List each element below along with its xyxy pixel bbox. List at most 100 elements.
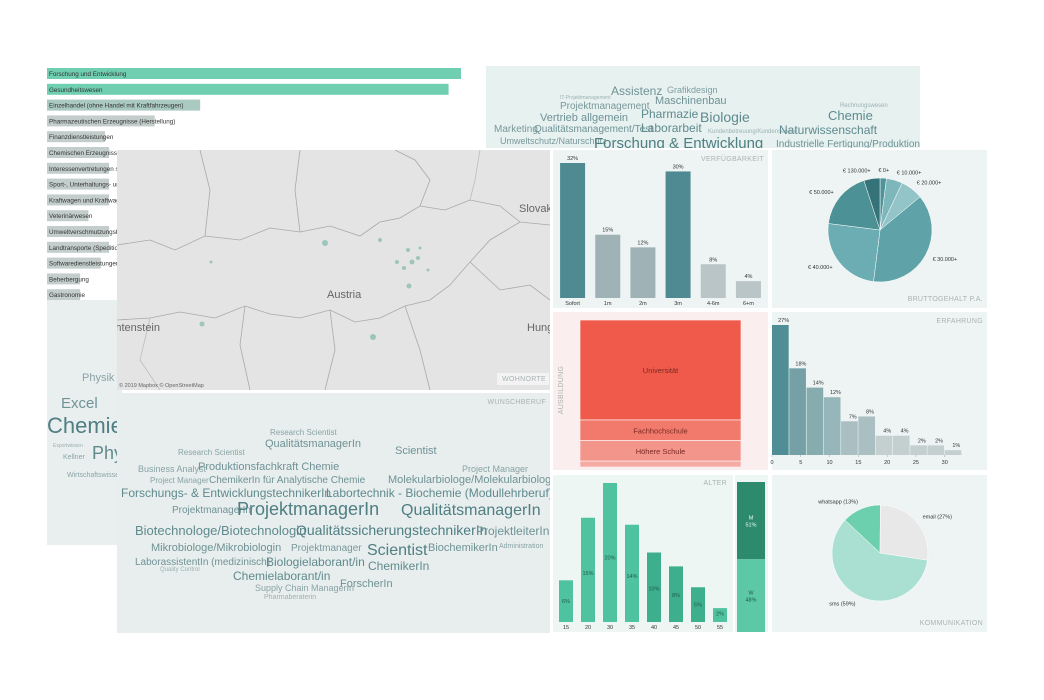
value-label: 10% [648,587,659,593]
x-tick-label: 35 [629,625,635,631]
value-label: 14% [626,574,637,580]
hist-bar [841,421,858,455]
slice-label: whatsapp (13%) [817,500,858,506]
cloud-word: Chemie [828,108,873,123]
panel-bg [553,150,768,308]
cloud-word: Biologielaborant/in [266,555,365,569]
x-tick-label: 40 [651,625,657,631]
cloud-word: Naturwissenschaft [779,123,878,137]
bar-label: Veterinärwesen [49,213,93,220]
hist-bar [806,387,824,455]
map-label: Liechtenstein [95,322,160,334]
cloud-word: Physik [82,372,115,384]
border [324,309,336,390]
location-dot [416,256,420,260]
x-tick-label: 6+m [743,301,754,307]
bar [560,163,586,298]
bar-label: Beherbergung [49,276,89,283]
cloud-word: Mikrobiologe/Mikrobiologin [151,542,281,554]
bar [713,608,727,622]
cloud-word: LaborassistentIn (medizinisch) [135,557,270,568]
border [139,317,161,390]
cloud-word: ForscherIn [340,578,393,590]
value-label: 15% [582,571,593,577]
location-dot [395,260,399,264]
cloud-word: ChemikerIn [368,559,429,573]
border [394,150,431,207]
cloud-word: ProjektmanagerIn [172,505,251,516]
location-dot [406,248,410,252]
education-panel: AUSBILDUNG Universität Fachhochschule Höher… [553,312,768,470]
tree-cell [579,460,742,468]
bar-label: Landtransporte (Spedition) [49,245,124,252]
cloud-word: Laborarbeit [641,121,702,135]
bar-label: Interessenvertretungen sowie Vereine [49,166,155,173]
x-tick-label: 20 [884,460,890,466]
x-tick-label: 30 [942,460,948,466]
bar [47,210,89,222]
slice-label: € 40.000+ [808,265,833,271]
cloud-word: Physik [92,443,146,463]
panel-title: KOMMUNIKATION [920,620,983,627]
age-panel: ALTER 6% 15 15% 20 20% 30 14% 35 10% 40 8% 45 5% 50 2% 5… [553,475,733,632]
border [469,150,481,201]
value-label: 2% [918,438,926,444]
value-label: 8% [709,257,717,263]
location-dot [426,268,430,272]
x-tick-label: 55 [717,625,723,631]
bar-label: Gesundheitswesen [49,87,103,94]
panel-bg [486,66,920,148]
value-label: 2% [716,612,724,618]
pie-slice [828,180,881,231]
cloud-word: Vertrieb allgemein [540,112,628,124]
bar [47,273,81,285]
x-tick-label: 2m [639,301,647,307]
cloud-word: Business Analyst [138,464,207,474]
panel-title: VERFÜGBARKEIT [701,155,764,163]
x-tick-label: 15 [855,460,861,466]
bar [691,587,705,622]
value-label: 48% [745,598,756,604]
panel-title: WUNSCHBERUF [487,399,546,406]
bar-label: Softwaredienstleistungen [49,261,120,268]
map-panel: Austria Slovakia Hungary Liechtenstein © 201… [95,150,550,390]
hist-bar [858,416,876,455]
x-tick-label: 15 [563,625,569,631]
cloud-word: Excel [61,395,98,412]
cell-label: Universität [643,366,679,375]
cloud-word: Industrielle Fertigung/Produktion [776,139,920,150]
hist-bar [772,325,789,455]
x-tick-label: 20 [585,625,591,631]
title-bg [497,373,549,385]
slice-label: € 20.000+ [917,181,942,187]
location-dot [378,238,382,242]
cloud-word: Quality Control [160,567,200,573]
value-label: 5% [694,602,702,608]
x-tick-label: 30 [607,625,613,631]
map-label: Austria [327,289,362,301]
cloud-word: Supply Chain ManagerIn [255,583,354,593]
slice-label: € 30.000+ [933,257,958,263]
cloud-word: ProjektleiterIn [476,524,549,538]
value-label: 7% [849,414,857,420]
segment-label: W [748,591,754,597]
cloud-word: IT-Projektmanagement [560,95,611,101]
cloud-word: Assistenz [611,84,662,98]
bar [735,281,761,298]
cloud-word: QualitätsmanagerIn [265,438,361,450]
slice-label: € 130.000+ [843,169,871,175]
cloud-word: QualitätssicherungstechnikerIn [296,522,487,538]
panel-title: AUSBILDUNG [558,366,565,415]
location-dot [322,240,328,246]
segment-label: M [749,516,754,522]
panel-title: ALTER [703,480,727,487]
bar [47,99,201,111]
slice-label: sms (59%) [829,601,855,607]
bar [47,131,105,143]
cloud-word: Scientist [367,542,428,559]
cloud-word: Exportwissen [53,443,83,449]
value-label: 14% [813,381,824,387]
cloud-word: Kellner [63,454,85,461]
